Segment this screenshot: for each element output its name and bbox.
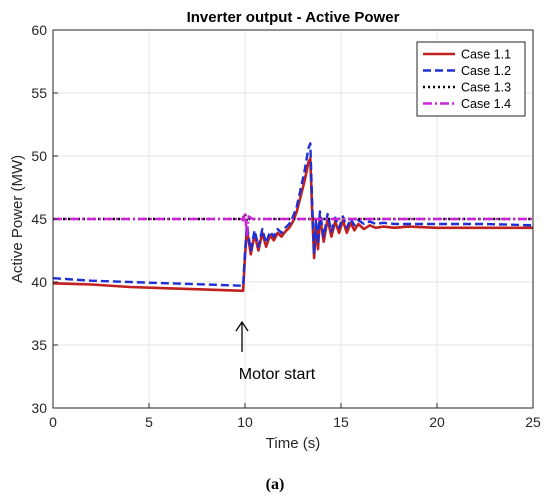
motor-start-annotation: Motor start — [239, 366, 316, 383]
y-tick-label: 50 — [31, 148, 47, 164]
x-tick-label: 25 — [525, 414, 541, 430]
y-tick-label: 40 — [31, 274, 47, 290]
legend-label: Case 1.1 — [461, 48, 511, 62]
series-line-case-1-3 — [53, 212, 533, 223]
y-tick-label: 30 — [31, 400, 47, 416]
series-line-case-1-2 — [52, 142, 534, 287]
y-tick-label: 60 — [31, 22, 47, 38]
series-line-case-1-4 — [53, 211, 533, 237]
legend: Case 1.1 Case 1.2 Case 1.3 Case 1.4 — [416, 41, 526, 117]
axis-ticks: 0 5 10 15 20 25 30 35 40 45 50 55 60 — [31, 22, 541, 430]
y-tick-label: 55 — [31, 85, 47, 101]
x-tick-label: 0 — [49, 414, 57, 430]
x-tick-label: 15 — [333, 414, 349, 430]
legend-label: Case 1.4 — [461, 97, 511, 111]
series-layer — [52, 142, 534, 293]
x-tick-label: 20 — [429, 414, 445, 430]
motor-start-arrow — [235, 320, 249, 352]
x-axis-label: Time (s) — [266, 435, 320, 452]
x-tick-label: 10 — [237, 414, 253, 430]
y-axis-label: Active Power (MW) — [9, 155, 26, 283]
legend-label: Case 1.3 — [461, 81, 511, 95]
legend-label: Case 1.2 — [461, 64, 511, 78]
y-tick-label: 35 — [31, 337, 47, 353]
chart-title: Inverter output - Active Power — [187, 9, 400, 26]
y-tick-label: 45 — [31, 211, 47, 227]
figure-caption: (a) — [266, 476, 285, 493]
x-tick-label: 5 — [145, 414, 153, 430]
series-line-case-1-1 — [52, 157, 533, 293]
